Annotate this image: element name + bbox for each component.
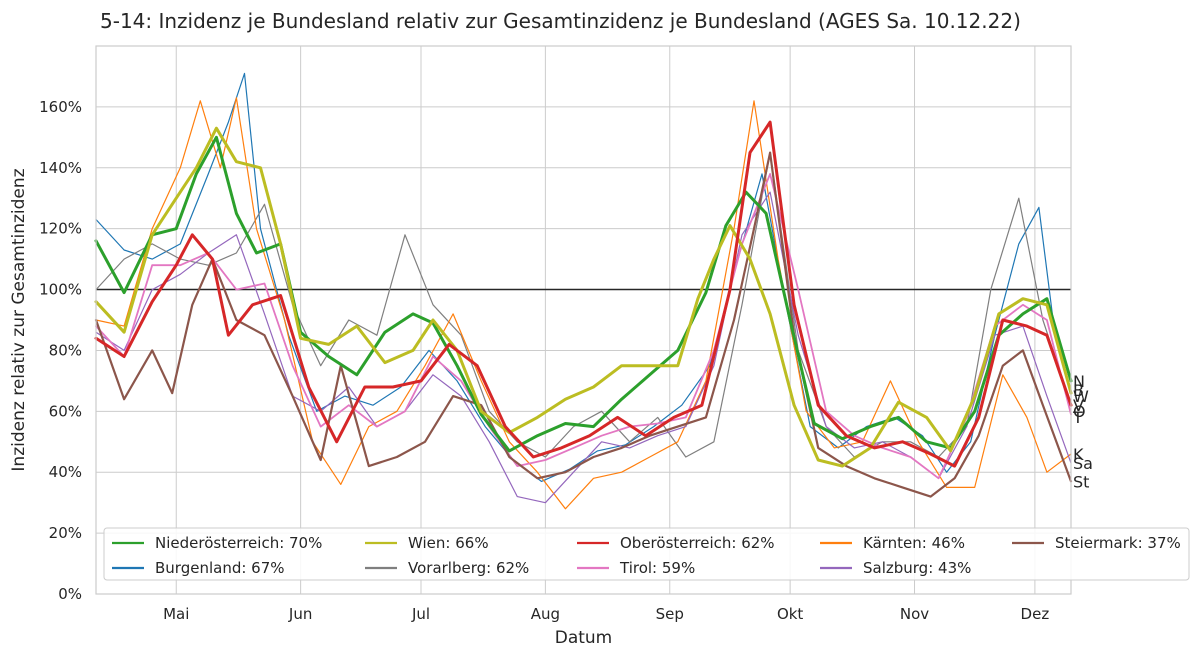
legend-entry-burgenland: Burgenland: 67% — [155, 559, 285, 577]
end-label-k: K — [1073, 445, 1084, 464]
series-line-t-tirol — [95, 173, 1072, 480]
y-tick-labels: 0% 20% 40% 60% 80% 100% 120% 140% 160% — [39, 98, 82, 603]
end-label-n: N — [1073, 372, 1085, 391]
chart-title: 5-14: Inzidenz je Bundesland relativ zur… — [100, 9, 1021, 33]
y-tick-label: 20% — [49, 524, 82, 542]
end-label-t: T — [1072, 408, 1083, 427]
x-tick-label: Jun — [288, 605, 312, 623]
y-tick-label: 40% — [49, 463, 82, 481]
x-tick-label: Jul — [411, 605, 430, 623]
y-tick-label: 140% — [39, 159, 82, 177]
legend-entry-vorarlberg: Vorarlberg: 62% — [408, 559, 529, 577]
x-axis-label: Datum — [555, 628, 613, 648]
series-line-sa-salzburg — [95, 191, 1072, 504]
legend-entry-karnten: Kärnten: 46% — [863, 534, 965, 552]
series-line-w-wien — [94, 126, 1073, 468]
series-line-k-karnten — [95, 97, 1072, 510]
series-line-o-oberosterreich — [94, 120, 1073, 468]
x-tick-label: Mai — [163, 605, 189, 623]
y-tick-label: 100% — [39, 281, 82, 299]
end-label-b: B — [1073, 381, 1084, 400]
x-tick-label: Sep — [656, 605, 684, 623]
end-label-sa: Sa — [1073, 454, 1093, 473]
end-label-st: St — [1073, 472, 1089, 491]
x-tick-label: Nov — [900, 605, 929, 623]
x-tick-label: Okt — [777, 605, 803, 623]
x-tick-label: Aug — [531, 605, 560, 623]
end-label-o: O — [1073, 402, 1086, 421]
y-tick-label: 80% — [49, 341, 82, 359]
legend-entry-oberosterreich: Oberösterreich: 62% — [620, 534, 775, 552]
series-line-v-vorarlberg — [95, 152, 1072, 458]
legend-entry-tirol: Tirol: 59% — [619, 559, 695, 577]
series-line-b-burgenland — [95, 72, 1072, 482]
end-label-v: V — [1073, 396, 1084, 415]
y-tick-label: 60% — [49, 402, 82, 420]
y-tick-label: 120% — [39, 220, 82, 238]
y-tick-label: 0% — [58, 585, 82, 603]
series-line-st-steiermark — [94, 151, 1073, 498]
legend-entry-wien: Wien: 66% — [408, 534, 489, 552]
y-axis-label: Inzidenz relativ zur Gesamtinzidenz — [9, 168, 29, 471]
legend-entry-steiermark: Steiermark: 37% — [1055, 534, 1181, 552]
y-tick-label: 160% — [39, 98, 82, 116]
end-label-w: W — [1073, 387, 1089, 406]
plot-frame — [95, 45, 1072, 595]
legend-entry-niederosterreich: Niederösterreich: 70% — [155, 534, 322, 552]
x-tick-label: Dez — [1021, 605, 1050, 623]
legend-entry-salzburg: Salzburg: 43% — [863, 559, 971, 577]
legend: Niederösterreich: 70% Burgenland: 67% Wien… — [103, 527, 1190, 581]
x-tick-labels: Mai Jun Jul Aug Sep Okt Nov Dez — [163, 605, 1049, 623]
series-lines — [94, 72, 1073, 510]
series-line-n-niederosterreich — [94, 135, 1073, 453]
